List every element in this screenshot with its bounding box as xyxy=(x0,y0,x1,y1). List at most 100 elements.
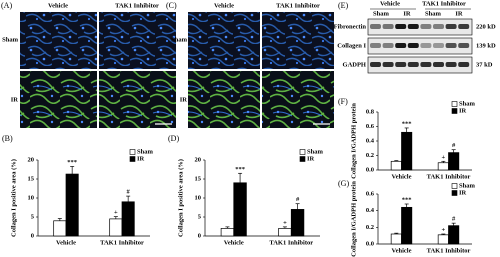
column-label: Vehicle xyxy=(48,2,68,9)
y-tick-label: 0.6 xyxy=(366,123,375,130)
y-tick-label: 0.2 xyxy=(366,152,374,159)
legend-swatch xyxy=(451,108,458,114)
annotation: # xyxy=(452,142,456,149)
blot-band xyxy=(445,62,457,67)
y-tick-label: 0.2 xyxy=(366,224,374,231)
size-label: 139 kD xyxy=(476,42,496,49)
blot-band xyxy=(458,24,470,29)
panel-label: (B) xyxy=(2,134,13,143)
annotation: + xyxy=(114,209,118,216)
blot-band xyxy=(382,62,394,67)
blot-band xyxy=(370,24,381,29)
annotation: # xyxy=(296,196,300,203)
blot-band xyxy=(420,62,432,67)
y-tick-label: 15 xyxy=(195,175,202,182)
protein-label: Collagen I xyxy=(337,42,366,49)
y-tick-label: 15 xyxy=(28,175,35,182)
annotation: *** xyxy=(235,166,245,173)
y-tick-label: 10 xyxy=(28,194,35,201)
blot-band xyxy=(433,24,444,29)
column-label: Vehicle xyxy=(214,2,234,9)
y-tick-label: 5 xyxy=(198,213,202,220)
size-label: 220 kD xyxy=(476,23,496,30)
blot-band xyxy=(407,62,419,67)
annotation: *** xyxy=(67,159,77,166)
x-tick-label: Vehicle xyxy=(224,239,244,246)
panel-label: (C) xyxy=(166,1,177,10)
bar xyxy=(278,228,292,237)
x-tick-label: Vehicle xyxy=(392,173,412,180)
legend-swatch xyxy=(129,149,136,155)
annotation: *** xyxy=(402,120,412,127)
annotation: + xyxy=(283,219,287,226)
blot-frame xyxy=(367,56,473,74)
legend-label: Sham xyxy=(307,148,323,155)
legend-label: IR xyxy=(459,107,467,114)
y-tick-label: 0 xyxy=(198,232,201,239)
x-tick-label: Vehicle xyxy=(56,239,76,246)
blot-band xyxy=(382,43,394,48)
blot-band xyxy=(458,43,470,48)
legend-swatch xyxy=(299,156,306,162)
lane-label: IR xyxy=(455,10,463,17)
y-axis-title: Collagen I/GADPH protein xyxy=(350,181,357,257)
y-tick-label: 0.4 xyxy=(366,207,375,214)
blot-band xyxy=(370,43,381,48)
lane-label: IR xyxy=(403,10,411,17)
y-tick-label: 0.6 xyxy=(366,190,375,197)
x-tick-label: TAK1 Inhibitor xyxy=(427,247,471,254)
bar xyxy=(233,182,247,237)
legend-label: IR xyxy=(307,155,315,162)
legend-swatch xyxy=(129,156,136,162)
y-tick-label: 20 xyxy=(195,156,202,163)
x-tick-label: Vehicle xyxy=(392,247,412,254)
protein-label: GADPH xyxy=(343,61,366,68)
blot-band xyxy=(407,24,419,29)
bar xyxy=(401,131,413,171)
micrograph xyxy=(262,71,334,128)
y-tick-label: 10 xyxy=(195,194,202,201)
y-tick-label: 0.0 xyxy=(366,240,374,247)
bar xyxy=(448,152,460,171)
legend-label: IR xyxy=(137,155,145,162)
bar xyxy=(390,233,402,245)
blot-group: TAK1 Inhibitor xyxy=(422,0,466,7)
bar xyxy=(65,173,79,237)
size-label: 37 kD xyxy=(476,61,493,68)
x-tick-label: TAK1 Inhibitor xyxy=(100,239,144,246)
bar xyxy=(448,225,460,245)
micrograph xyxy=(262,12,334,69)
row-label: Sham xyxy=(171,36,187,43)
y-tick-label: 0.8 xyxy=(366,108,375,115)
y-tick-label: 20 xyxy=(28,156,35,163)
y-tick-label: 5 xyxy=(31,213,35,220)
blot-band xyxy=(395,43,407,48)
micrograph xyxy=(99,71,176,128)
blot-band xyxy=(395,24,407,29)
bar xyxy=(437,162,449,171)
micrograph xyxy=(20,12,97,69)
blot-band xyxy=(407,43,419,48)
panel-label: (D) xyxy=(168,134,179,143)
legend-swatch xyxy=(451,101,458,107)
legend-label: Sham xyxy=(137,148,153,155)
blot-band xyxy=(445,24,457,29)
lane-label: Sham xyxy=(373,10,389,17)
row-label: IR xyxy=(180,96,188,103)
bar xyxy=(220,228,235,237)
bar xyxy=(53,220,67,237)
blot-band xyxy=(382,24,394,29)
blot-band xyxy=(370,62,381,67)
blot-frame xyxy=(367,18,473,36)
bar xyxy=(109,218,123,237)
legend-swatch xyxy=(451,190,458,196)
panel-label: (E) xyxy=(338,1,349,10)
legend-label: Sham xyxy=(459,100,475,107)
y-tick-label: 0.0 xyxy=(366,166,374,173)
blot-band xyxy=(420,43,432,48)
bar xyxy=(437,234,449,245)
micrograph xyxy=(188,12,260,69)
legend-label: Sham xyxy=(459,182,475,189)
blot-band xyxy=(445,43,457,48)
